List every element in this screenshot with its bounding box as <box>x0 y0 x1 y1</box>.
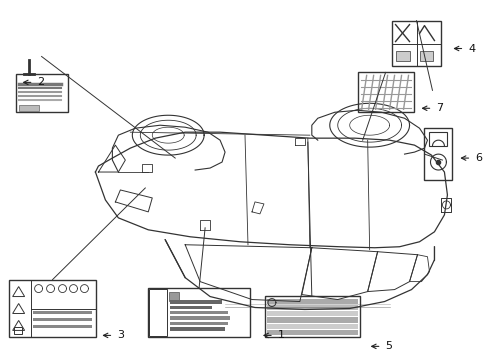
Text: 3: 3 <box>118 330 124 341</box>
Bar <box>149 289 167 336</box>
Bar <box>267 330 358 336</box>
Bar <box>170 328 225 331</box>
Text: 5: 5 <box>386 341 392 351</box>
Bar <box>265 296 360 337</box>
Bar <box>424 128 452 180</box>
Bar <box>169 292 179 301</box>
Bar <box>429 132 447 146</box>
Text: 4: 4 <box>468 44 475 54</box>
Bar <box>419 51 434 62</box>
Bar <box>267 318 358 323</box>
Bar <box>267 311 358 316</box>
Bar <box>33 325 93 328</box>
Bar <box>358 72 414 112</box>
Text: 1: 1 <box>278 330 285 341</box>
Bar <box>14 328 22 334</box>
Bar <box>170 300 222 303</box>
Text: 6: 6 <box>475 153 482 163</box>
Bar <box>170 311 228 315</box>
Bar <box>33 311 93 315</box>
Text: 2: 2 <box>38 77 45 87</box>
Bar <box>19 105 39 111</box>
Bar <box>16 75 68 112</box>
Text: 7: 7 <box>437 103 443 113</box>
Bar <box>148 288 250 337</box>
Bar <box>170 316 230 320</box>
Bar <box>9 280 97 337</box>
Bar <box>395 51 410 62</box>
Bar <box>392 21 441 67</box>
Bar <box>33 319 93 321</box>
Bar <box>267 305 358 310</box>
Bar <box>267 298 358 304</box>
Bar <box>170 306 212 309</box>
Bar <box>267 324 358 329</box>
Bar <box>170 322 228 325</box>
